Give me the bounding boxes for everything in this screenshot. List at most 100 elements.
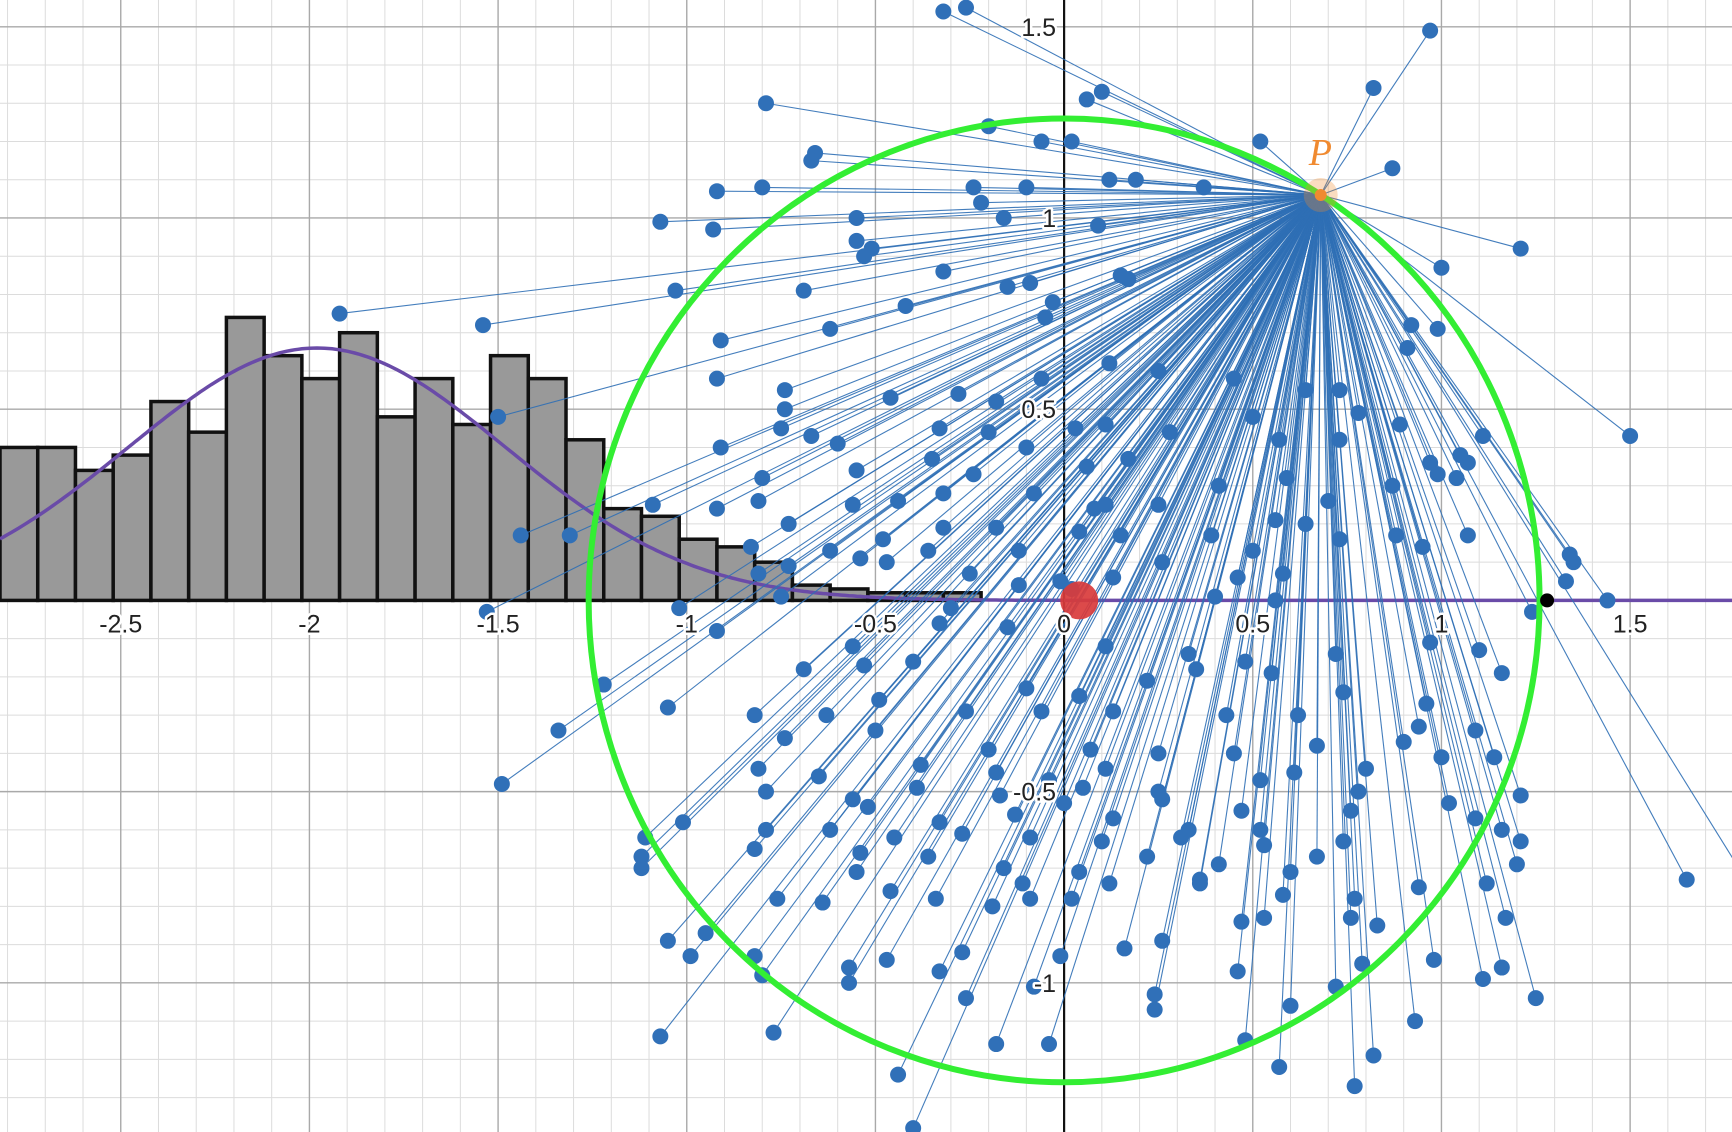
segment-to-p [1123,194,1322,949]
scatter-point [841,974,858,991]
segment-to-p [995,194,1322,1045]
scatter-point [1154,554,1171,571]
histogram-bar [677,537,719,603]
segment-to-p [1033,194,1322,987]
scatter-point [1007,806,1024,823]
scatter-point [1139,672,1156,689]
scatter-point [795,282,812,299]
segment-to-p [943,10,1321,196]
scatter-point [1010,577,1027,594]
scatter-point [773,420,790,437]
scatter-point [1407,1013,1424,1030]
segment-to-p [780,194,1322,598]
segment-to-p [939,194,1322,624]
segment-to-p [1320,194,1507,918]
y-tick-label: -1 [1034,970,1056,998]
scatter-point [1256,909,1273,926]
scatter-point [1150,362,1167,379]
scatter-point [1274,565,1291,582]
scatter-point [1078,458,1095,475]
scatter-point [1161,424,1178,441]
scatter-point [1150,496,1167,513]
scatter-point [822,320,839,337]
segment-to-p [1320,194,1567,582]
scatter-point [493,775,510,792]
scatter-point [1331,431,1348,448]
x-tick-label: 1 [1434,610,1448,638]
segment-to-p [652,194,1321,506]
x-tick-label: -0.5 [854,610,897,638]
scatter-point [1422,634,1439,651]
segment-to-p [981,194,1321,204]
scatter-point [1116,940,1133,957]
segment-to-p [893,194,1322,838]
scatter-point [1331,382,1348,399]
point-p-label: P [1308,132,1332,174]
scatter-point [957,0,974,16]
y-tick-label: 1.5 [1021,14,1056,42]
scatter-point [961,565,978,582]
segment-to-p [1320,194,1503,674]
segment-to-p [1161,194,1322,941]
scatter-point [1342,802,1359,819]
scatter-point [803,152,820,169]
segment-to-p [1059,194,1322,957]
segment-to-p [1320,194,1503,968]
scatter-point [1422,454,1439,471]
scatter-point [1063,133,1080,150]
histogram-bar [601,506,644,603]
segment-to-p [1320,194,1608,601]
segment-to-p [682,194,1322,823]
scatter-point [859,798,876,815]
scatter-point [754,470,771,487]
segment-to-p [1320,87,1375,196]
scatter-point [1422,22,1439,39]
scatter-point [814,894,831,911]
scatter-point [1622,427,1639,444]
segment-to-p [803,194,1321,292]
scatter-point [1410,879,1427,896]
scatter-point [1403,317,1420,334]
segment-to-p [1263,194,1322,918]
segment-to-p [1320,194,1484,980]
scatter-point [1101,355,1118,372]
scatter-point [712,439,729,456]
scatter-point [1384,477,1401,494]
scatter-point [1486,749,1503,766]
scatter-point [1508,856,1525,873]
segment-to-p [780,194,1321,429]
histogram-bar [262,353,304,603]
scatter-point [633,860,650,877]
x-tick-label: -1 [676,610,698,638]
segment-to-p [1320,195,1356,1087]
segment-to-p [942,194,1322,529]
scatter-point [818,707,835,724]
scatter-point [1388,527,1405,544]
scatter-point [1452,447,1469,464]
scatter-point [810,768,827,785]
segment-to-p [1320,194,1732,859]
scatter-point [980,741,997,758]
segment-to-p [1320,194,1488,884]
scatter-point [490,408,507,425]
segment-to-p [558,194,1322,731]
scatter-point [935,3,952,20]
scatter-point [1093,83,1110,100]
scatter-point [856,657,873,674]
scatter-point [758,821,775,838]
scatter-point [1210,477,1227,494]
y-tick-label: 1 [1042,205,1056,233]
scatter-point [957,990,974,1007]
scatter-point [871,691,888,708]
scatter-point [331,305,348,322]
scatter-point [991,787,1008,804]
y-tick-label: -0.5 [1013,779,1056,807]
scatter-point [1327,645,1344,662]
scatter-point [1346,890,1363,907]
segment-to-p [1320,194,1537,999]
density-curve-line [0,346,1065,603]
scatter-point [776,730,793,747]
scatter-point [1082,741,1099,758]
scatter-point [776,401,793,418]
scatter-point [844,791,861,808]
